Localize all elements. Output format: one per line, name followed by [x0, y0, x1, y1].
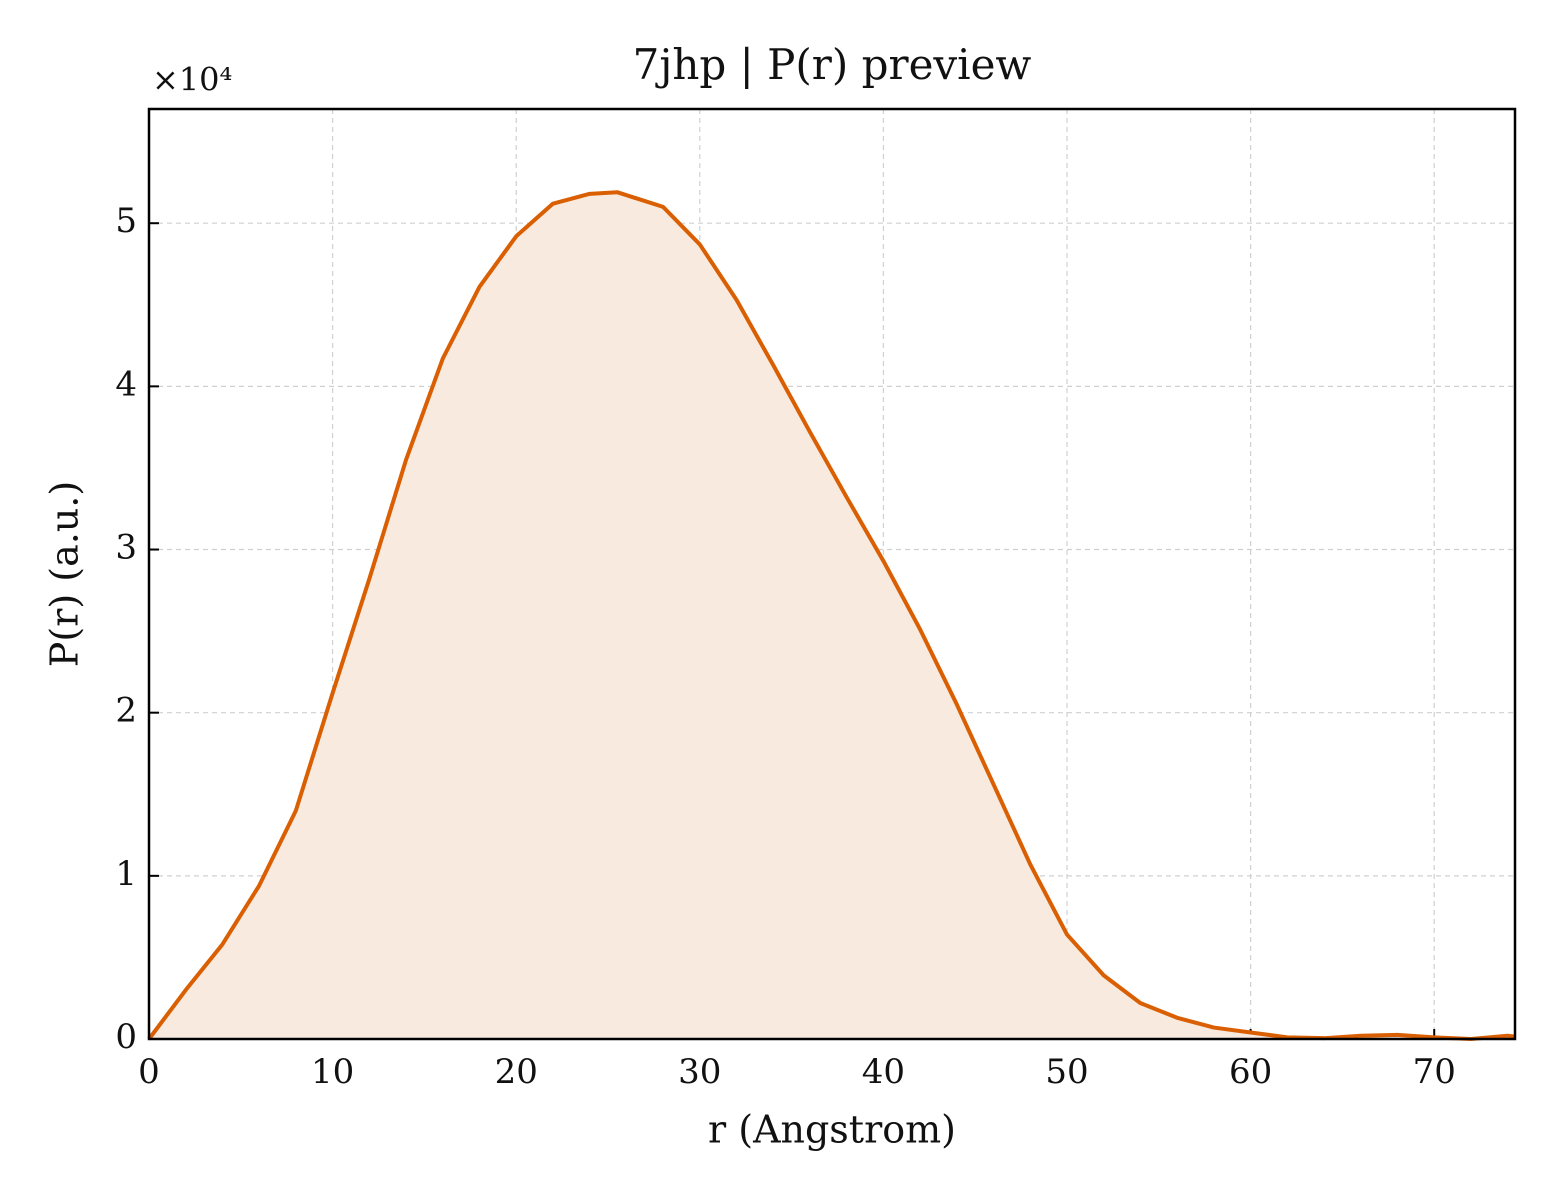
plot-frame	[147, 107, 1517, 1041]
x-tick-label: 70	[1413, 1052, 1456, 1092]
chart-title: 7jhp | P(r) preview	[633, 40, 1032, 89]
x-tick-label: 60	[1229, 1052, 1272, 1092]
x-tick-label: 40	[862, 1052, 905, 1092]
y-tick-label: 5	[115, 201, 137, 241]
y-tick-label: 3	[115, 528, 137, 568]
y-offset-label: ×10⁴	[152, 61, 232, 99]
y-tick-label: 2	[115, 691, 137, 731]
x-tick-label: 0	[138, 1052, 160, 1092]
x-axis-label: r (Angstrom)	[708, 1108, 956, 1152]
x-tick-label: 20	[495, 1052, 538, 1092]
y-tick-label: 1	[115, 854, 137, 894]
y-axis-label: P(r) (a.u.)	[43, 481, 87, 667]
y-tick-label: 0	[115, 1017, 137, 1057]
x-tick-label: 10	[311, 1052, 354, 1092]
y-tick-label: 4	[115, 364, 137, 404]
x-tick-label: 50	[1045, 1052, 1088, 1092]
x-tick-label: 30	[678, 1052, 721, 1092]
area-fill	[149, 192, 1515, 1040]
